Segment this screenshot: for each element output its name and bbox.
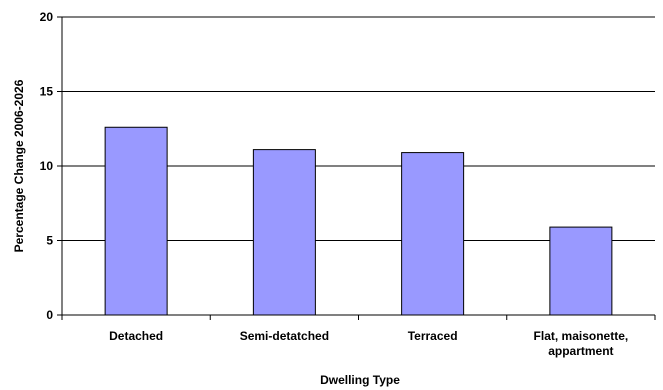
y-tick-label: 20 xyxy=(40,10,54,24)
axes xyxy=(57,16,656,320)
y-tick-labels: 0 5 10 15 20 xyxy=(40,10,54,322)
bar-2 xyxy=(252,149,316,316)
y-tick-label: 5 xyxy=(46,234,53,248)
bar-1 xyxy=(104,126,168,316)
x-category-label: Semi-detatched xyxy=(240,329,329,343)
y-tick-label: 0 xyxy=(46,308,53,322)
y-axis-title: Percentage Change 2006-2026 xyxy=(12,79,26,252)
x-category-label: Terraced xyxy=(408,329,458,343)
x-category-label: Flat, maisonette, appartment xyxy=(534,329,629,358)
x-category-labels: Detached Semi-detatched Terraced Flat, mais… xyxy=(109,329,628,358)
bar-3 xyxy=(401,152,465,316)
bars xyxy=(104,126,613,316)
bar-4 xyxy=(549,226,613,316)
x-category-label: Detached xyxy=(109,329,163,343)
y-tick-label: 15 xyxy=(40,85,54,99)
y-tick-label: 10 xyxy=(40,159,54,173)
x-axis-title: Dwelling Type xyxy=(320,373,400,387)
